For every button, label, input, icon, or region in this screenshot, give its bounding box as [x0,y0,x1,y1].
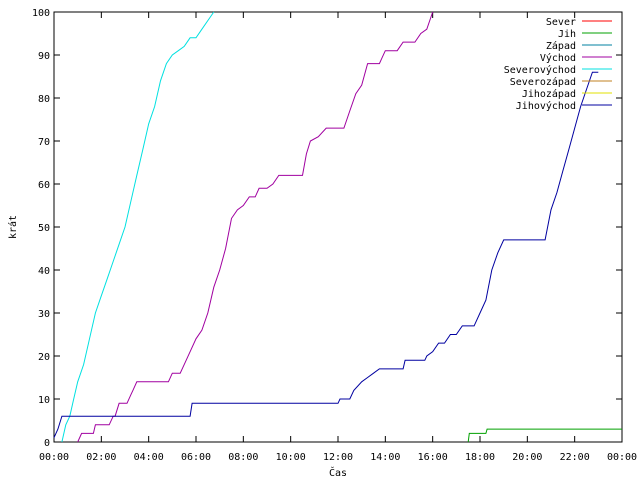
y-tick-label: 80 [38,94,50,105]
legend: SeverJihZápadVýchodSeverovýchodSeverozáp… [504,17,612,112]
x-tick-label: 00:00 [39,452,69,463]
legend-label: Severovýchod [504,64,576,76]
series-line [61,11,215,443]
x-tick-label: 10:00 [276,452,306,463]
y-tick-label: 70 [38,137,50,148]
x-tick-label: 22:00 [560,452,590,463]
x-axis: 00:00 02:00 04:00 06:00 08:00 10:00 12:00 14:00… [39,12,637,463]
x-tick-label: 04:00 [134,452,164,463]
legend-label: Severozápad [510,76,576,88]
series-line [467,428,622,443]
legend-label: Sever [546,17,576,28]
y-axis: 0 10 20 30 40 50 60 70 80 90 100 [32,8,622,449]
legend-label: Východ [540,52,576,64]
x-tick-label: 20:00 [512,452,542,463]
x-tick-label: 00:00 [607,452,637,463]
x-tick-label: 16:00 [418,452,448,463]
x-tick-label: 12:00 [323,452,353,463]
x-tick-label: 14:00 [370,452,400,463]
y-tick-label: 0 [44,438,50,449]
x-tick-label: 18:00 [465,452,495,463]
legend-label: Jihovýchod [516,100,576,112]
y-tick-label: 90 [38,51,50,62]
legend-label: Západ [546,40,576,52]
legend-label: Jihozápad [522,88,576,100]
x-tick-label: 06:00 [181,452,211,463]
x-axis-title: Čas [329,466,347,479]
legend-label: Jih [558,29,576,40]
series-lines [53,11,622,443]
y-tick-label: 10 [38,395,50,406]
series-line [77,11,434,443]
y-tick-label: 40 [38,266,50,277]
y-tick-label: 20 [38,352,50,363]
x-tick-label: 08:00 [228,452,258,463]
y-axis-title: krát [7,215,19,239]
series-line [53,71,599,438]
y-tick-label: 30 [38,309,50,320]
x-tick-label: 02:00 [86,452,116,463]
y-tick-label: 50 [38,223,50,234]
y-tick-label: 100 [32,8,50,19]
y-tick-label: 60 [38,180,50,191]
